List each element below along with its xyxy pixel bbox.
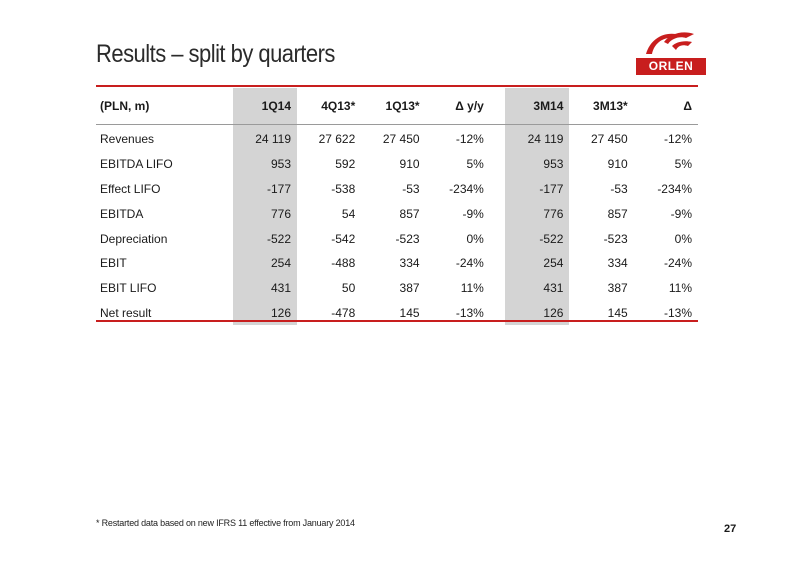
- table-row: EBIT 254 -488 334 -24% 254 334 -24%: [96, 250, 698, 276]
- cell-3m14: 953: [505, 151, 570, 177]
- cell-1q13: 387: [399, 281, 420, 296]
- cell-3m13: 27 450: [591, 132, 628, 147]
- row-label: Effect LIFO: [100, 181, 161, 196]
- table-row: EBIT LIFO 431 50 387 11% 431 387 11%: [96, 275, 698, 301]
- header-4q13: 4Q13*: [297, 88, 362, 125]
- cell-1q14: 776: [232, 201, 297, 227]
- cell-1q14: -177: [232, 176, 297, 202]
- cell-1q14: 953: [232, 151, 297, 177]
- header-1q14: 1Q14: [232, 88, 297, 125]
- cell-delta-yy: 11%: [460, 281, 484, 296]
- cell-4q13: 592: [335, 157, 356, 172]
- table-top-rule: [96, 85, 698, 87]
- row-label: EBIT: [100, 256, 127, 271]
- orlen-logo: ORLEN: [636, 28, 708, 78]
- logo-wordmark: ORLEN: [636, 58, 706, 75]
- cell-4q13: 54: [341, 206, 356, 221]
- cell-delta: 11%: [668, 281, 692, 296]
- cell-1q13: 857: [399, 206, 420, 221]
- column-spacer: [490, 125, 505, 152]
- cell-3m14: -522: [505, 226, 570, 251]
- header-delta: Δ: [633, 88, 698, 125]
- cell-delta-yy: -234%: [449, 181, 484, 196]
- cell-1q13: 910: [399, 157, 420, 172]
- cell-3m13: 334: [607, 256, 628, 271]
- cell-3m14: -177: [505, 176, 570, 202]
- row-label: EBITDA LIFO: [100, 157, 173, 172]
- row-label: Revenues: [100, 132, 155, 147]
- cell-delta-yy: -13%: [455, 305, 484, 320]
- cell-1q14: 24 119: [232, 124, 297, 152]
- header-1q13: 1Q13*: [361, 88, 426, 125]
- column-spacer: [490, 251, 505, 276]
- cell-4q13: -478: [331, 305, 356, 320]
- page-number: 27: [724, 523, 737, 535]
- column-spacer: [490, 226, 505, 251]
- cell-4q13: 50: [341, 281, 356, 296]
- header-3m13: 3M13*: [569, 88, 634, 125]
- row-label: EBITDA: [100, 206, 144, 221]
- column-spacer: [490, 201, 505, 226]
- cell-delta: -24%: [663, 256, 692, 271]
- table-bottom-rule: [96, 320, 698, 322]
- cell-delta: -13%: [663, 305, 692, 320]
- table-row: Revenues 24 119 27 622 27 450 -12% 24 119 27 4…: [96, 124, 698, 152]
- cell-1q14: 431: [232, 275, 297, 301]
- cell-delta: -12%: [663, 132, 692, 147]
- column-spacer: [490, 152, 505, 177]
- cell-1q13: 334: [399, 256, 420, 271]
- cell-1q14: 254: [232, 250, 297, 276]
- table-header-row: (PLN, m) 1Q14 4Q13* 1Q13* Δ y/y 3M14 3M1…: [96, 88, 698, 125]
- cell-3m13: -523: [603, 231, 628, 246]
- cell-3m13: 387: [607, 281, 628, 296]
- cell-3m14: 776: [505, 201, 570, 227]
- cell-4q13: -542: [331, 231, 356, 246]
- cell-delta-yy: -12%: [455, 132, 484, 147]
- cell-3m14: 431: [505, 275, 570, 301]
- header-unit: (PLN, m): [96, 88, 233, 125]
- slide-title: Results – split by quarters: [96, 40, 335, 68]
- cell-delta: 5%: [674, 157, 692, 172]
- cell-1q14: -522: [232, 226, 297, 251]
- cell-delta-yy: -24%: [455, 256, 484, 271]
- cell-3m13: 910: [607, 157, 628, 172]
- header-delta-yy: Δ y/y: [425, 88, 490, 125]
- column-spacer: [490, 276, 505, 301]
- cell-4q13: -538: [331, 181, 356, 196]
- cell-1q13: -523: [395, 231, 420, 246]
- table-row: EBITDA 776 54 857 -9% 776 857 -9%: [96, 201, 698, 227]
- row-label: EBIT LIFO: [100, 281, 157, 296]
- cell-3m13: 145: [607, 305, 628, 320]
- cell-delta: -234%: [657, 181, 692, 196]
- row-label: Depreciation: [100, 231, 168, 246]
- cell-1q13: 145: [399, 305, 420, 320]
- cell-1q13: 27 450: [382, 132, 420, 147]
- table-row: EBITDA LIFO 953 592 910 5% 953 910 5%: [96, 151, 698, 177]
- cell-delta-yy: 5%: [466, 157, 484, 172]
- column-spacer: [490, 177, 505, 202]
- cell-3m13: -53: [610, 181, 628, 196]
- results-table: (PLN, m) 1Q14 4Q13* 1Q13* Δ y/y 3M14 3M1…: [96, 88, 698, 326]
- cell-delta-yy: -9%: [462, 206, 484, 221]
- cell-3m13: 857: [607, 206, 628, 221]
- table-row: Depreciation -522 -542 -523 0% -522 -523 0%: [96, 226, 698, 251]
- cell-4q13: 27 622: [318, 132, 356, 147]
- cell-delta: 0%: [674, 231, 692, 246]
- cell-3m14: 254: [505, 250, 570, 276]
- cell-1q13: -53: [402, 181, 420, 196]
- header-3m14: 3M14: [505, 88, 570, 125]
- cell-delta: -9%: [670, 206, 692, 221]
- table-row: Effect LIFO -177 -538 -53 -234% -177 -53 -234%: [96, 176, 698, 202]
- cell-3m14: 24 119: [505, 124, 570, 152]
- cell-delta-yy: 0%: [466, 231, 484, 246]
- row-label: Net result: [100, 305, 152, 320]
- column-spacer: [489, 88, 506, 125]
- footnote: * Restarted data based on new IFRS 11 ef…: [96, 518, 355, 528]
- cell-4q13: -488: [331, 256, 356, 271]
- eagle-icon: [646, 32, 694, 54]
